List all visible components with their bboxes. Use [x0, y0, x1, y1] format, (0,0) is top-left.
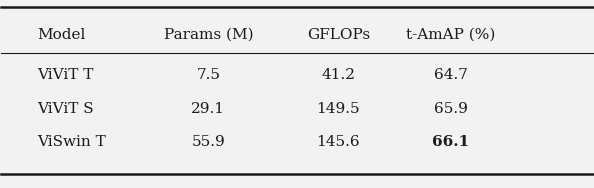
- Text: 64.7: 64.7: [434, 68, 467, 83]
- Text: ViSwin T: ViSwin T: [37, 135, 106, 149]
- Text: ViViT S: ViViT S: [37, 102, 93, 116]
- Text: Model: Model: [37, 28, 85, 42]
- Text: 145.6: 145.6: [317, 135, 360, 149]
- Text: GFLOPs: GFLOPs: [307, 28, 370, 42]
- Text: 65.9: 65.9: [434, 102, 467, 116]
- Text: 41.2: 41.2: [321, 68, 355, 83]
- Text: 7.5: 7.5: [196, 68, 220, 83]
- Text: t-AmAP (%): t-AmAP (%): [406, 28, 495, 42]
- Text: 149.5: 149.5: [317, 102, 360, 116]
- Text: Params (M): Params (M): [163, 28, 253, 42]
- Text: 29.1: 29.1: [191, 102, 225, 116]
- Text: 55.9: 55.9: [191, 135, 225, 149]
- Text: 66.1: 66.1: [432, 135, 469, 149]
- Text: ViViT T: ViViT T: [37, 68, 93, 83]
